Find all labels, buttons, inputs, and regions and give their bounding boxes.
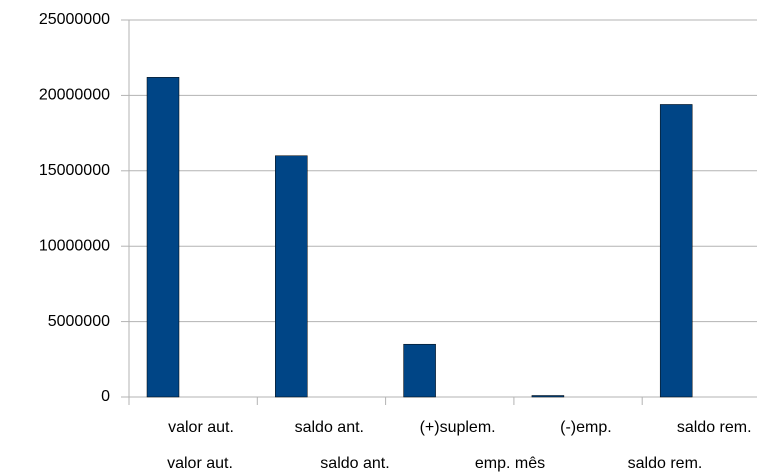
legend-label: saldo rem. (628, 455, 703, 472)
y-tick-label: 15000000 (39, 162, 110, 179)
bar (403, 343, 436, 398)
x-tick-label: saldo rem. (677, 419, 752, 436)
y-tick-label: 20000000 (39, 87, 110, 104)
legend-label: emp. mês (475, 455, 545, 472)
bar (146, 77, 180, 398)
y-tick-label: 0 (101, 388, 110, 405)
x-tick-label: valor aut. (168, 419, 234, 436)
legend-label: saldo ant. (320, 455, 389, 472)
y-tick-label: 10000000 (39, 237, 110, 254)
legend-label: valor aut. (167, 455, 233, 472)
bar (275, 155, 308, 398)
x-tick-label: (-)emp. (560, 419, 612, 436)
y-tick-label: 25000000 (39, 11, 110, 28)
bar (531, 395, 565, 398)
x-tick-label: (+)suplem. (420, 419, 496, 436)
y-tick-label: 5000000 (48, 313, 110, 330)
x-tick-label: saldo ant. (295, 419, 364, 436)
bar (659, 104, 693, 398)
